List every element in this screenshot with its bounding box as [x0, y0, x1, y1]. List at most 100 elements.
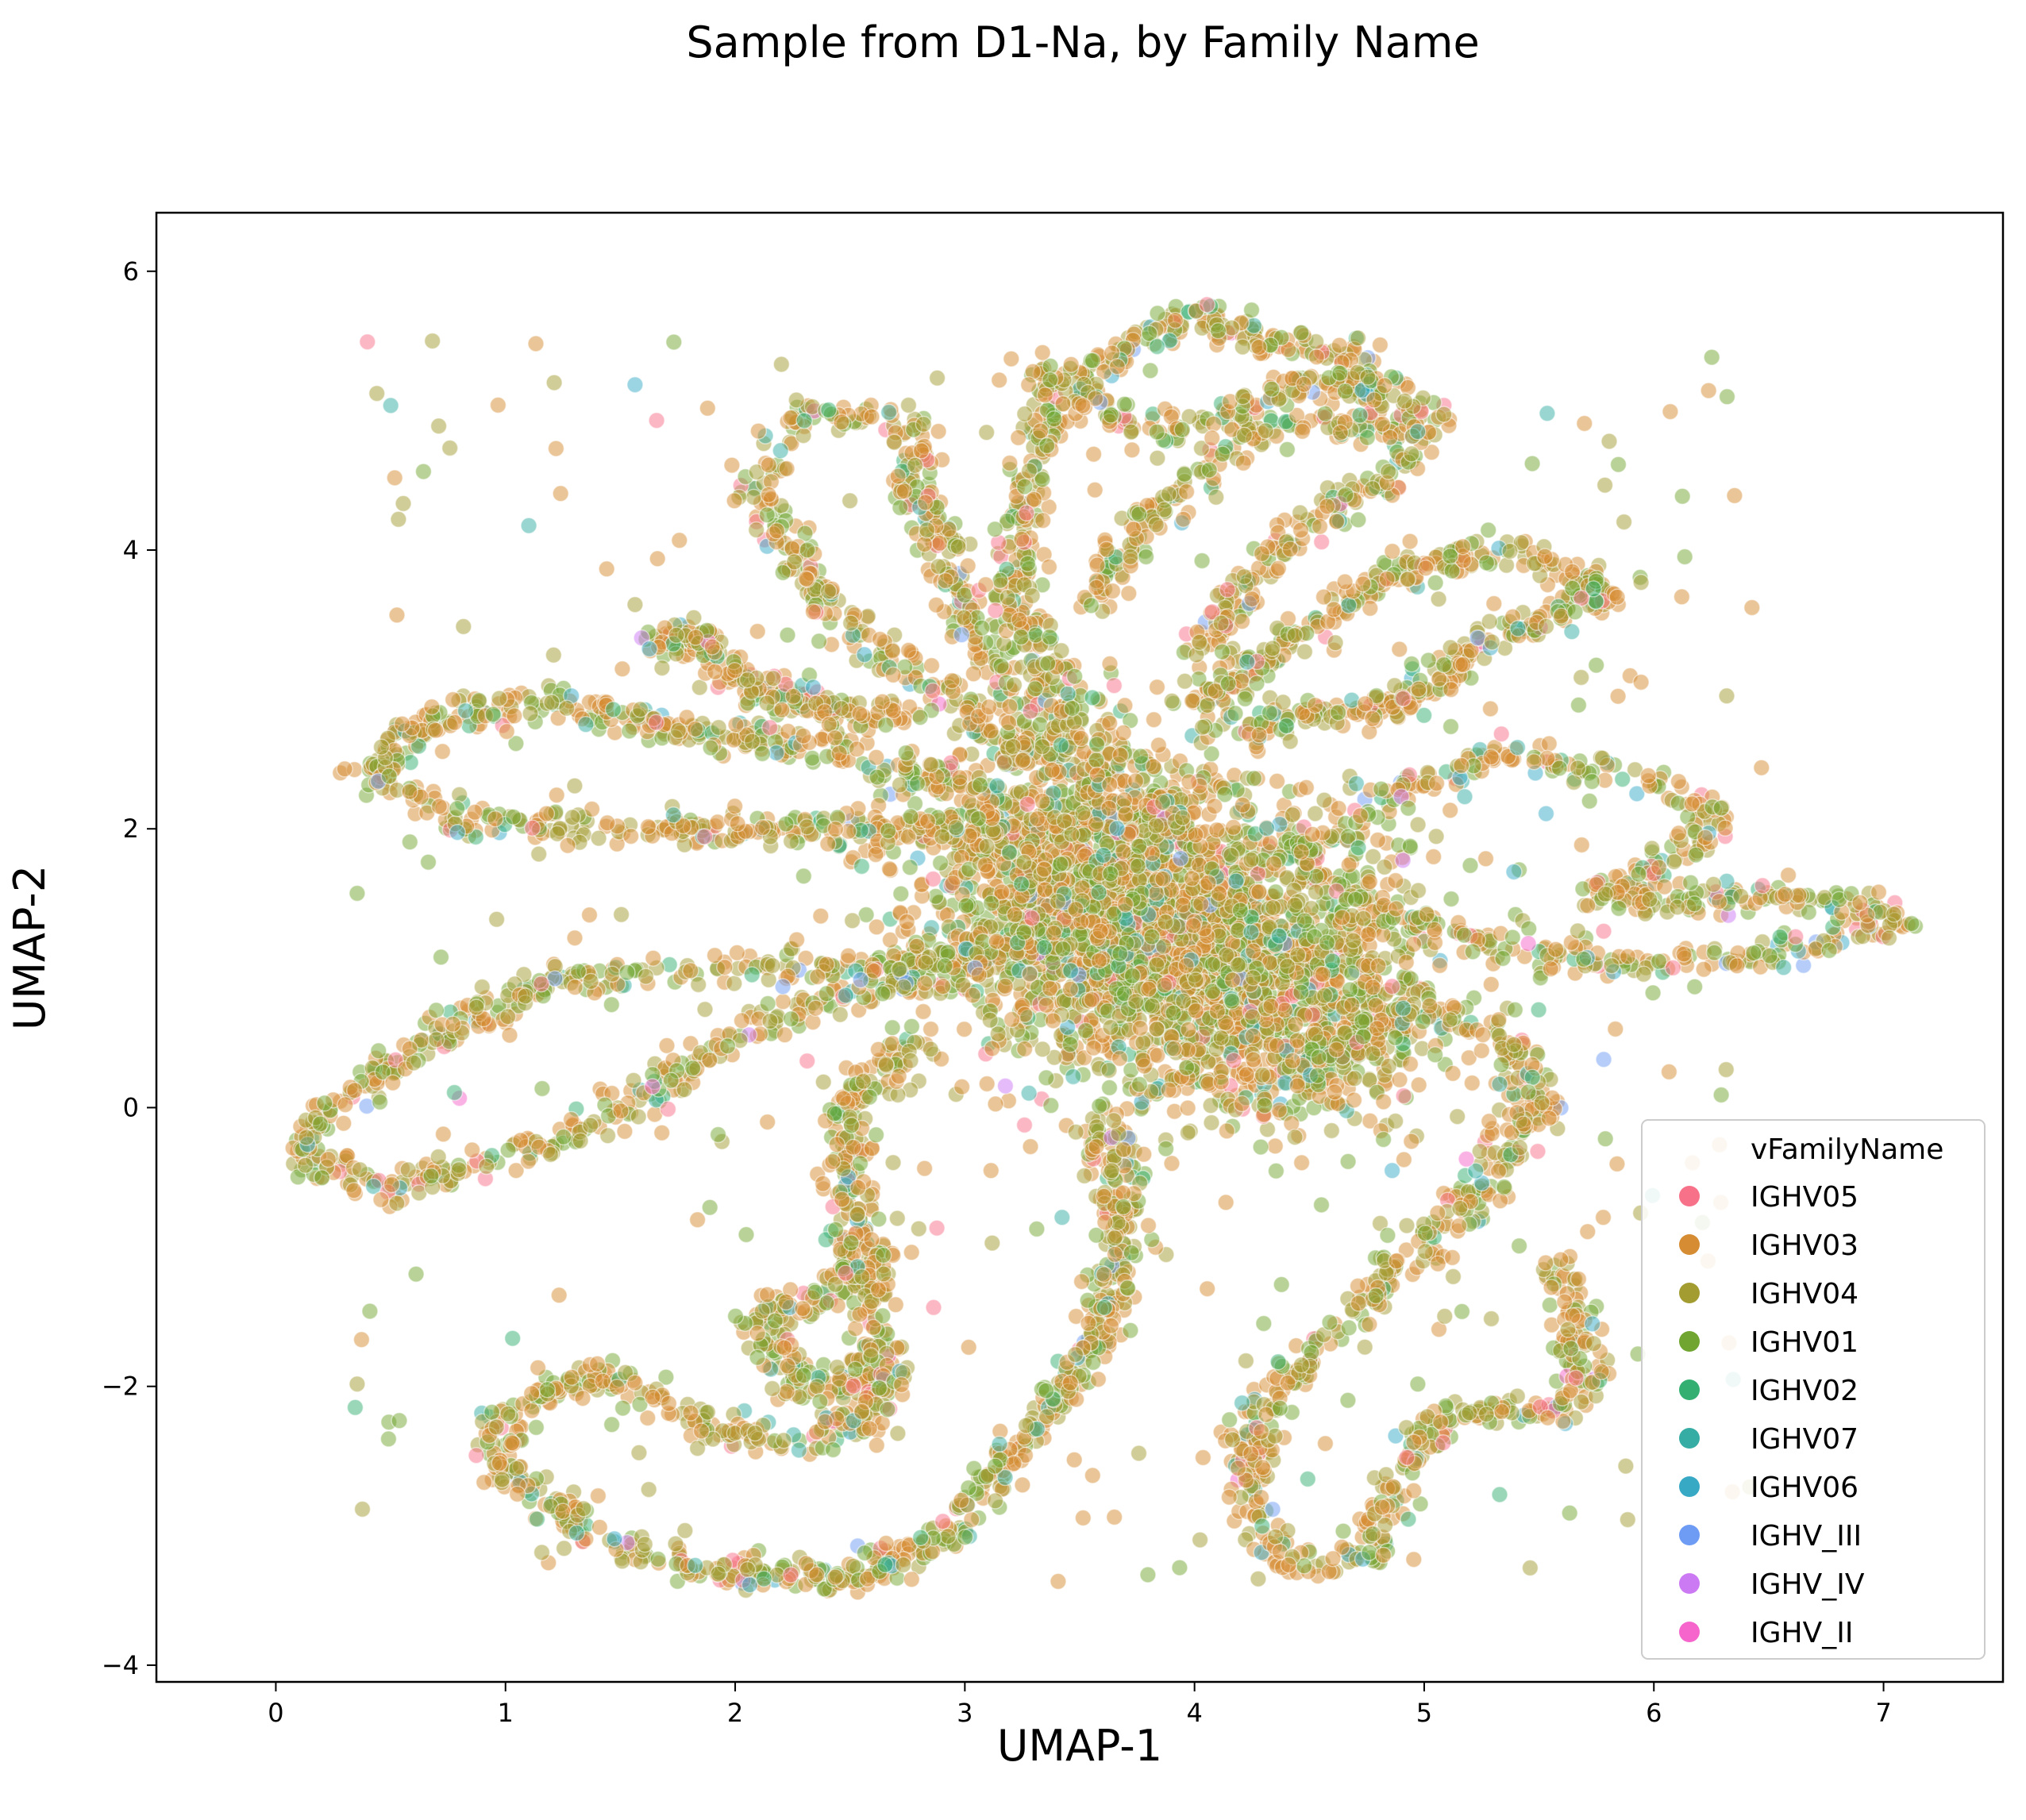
- data-point: [1077, 1022, 1095, 1040]
- data-point: [1530, 1001, 1547, 1019]
- data-point: [1292, 983, 1310, 1001]
- data-point: [1212, 1073, 1230, 1091]
- data-point: [1018, 504, 1035, 522]
- data-point: [1316, 405, 1334, 422]
- data-point: [1340, 856, 1358, 874]
- data-point: [1148, 337, 1166, 356]
- data-point: [1026, 626, 1045, 644]
- data-point: [1115, 843, 1132, 860]
- data-point: [1183, 692, 1201, 710]
- data-point: [1088, 556, 1106, 574]
- data-point: [758, 506, 776, 524]
- data-point: [1234, 454, 1252, 472]
- data-point: [1147, 817, 1165, 835]
- data-point: [1101, 864, 1119, 883]
- data-point: [898, 913, 916, 931]
- data-point: [1108, 358, 1127, 375]
- data-point: [1034, 792, 1051, 810]
- data-point: [1403, 445, 1420, 463]
- data-point: [1350, 511, 1367, 529]
- data-point: [1177, 483, 1196, 501]
- data-point: [1212, 614, 1230, 632]
- data-point: [1341, 981, 1359, 998]
- data-point: [1000, 714, 1018, 732]
- data-point: [1219, 581, 1236, 598]
- data-point: [1205, 415, 1223, 433]
- data-point: [1223, 992, 1241, 1010]
- data-point: [880, 860, 899, 878]
- data-point: [1122, 423, 1140, 441]
- data-point: [982, 895, 1000, 912]
- data-point: [1034, 1041, 1051, 1058]
- data-point: [1331, 337, 1348, 354]
- data-point: [1296, 912, 1313, 929]
- data-point: [1059, 685, 1077, 702]
- data-point: [1256, 1097, 1273, 1114]
- data-point: [1343, 996, 1361, 1014]
- data-point: [1266, 1137, 1285, 1155]
- data-point: [1122, 548, 1139, 566]
- data-point: [996, 1077, 1015, 1095]
- data-point: [884, 1019, 901, 1037]
- data-point: [1326, 1083, 1343, 1101]
- data-point: [1297, 779, 1315, 797]
- data-point: [1177, 1059, 1196, 1076]
- data-point: [1155, 501, 1173, 518]
- data-point: [1042, 1097, 1060, 1114]
- data-point: [1026, 680, 1044, 698]
- data-point: [1435, 406, 1453, 423]
- data-point: [1117, 806, 1134, 823]
- data-point: [1376, 858, 1393, 876]
- data-point: [1477, 850, 1495, 868]
- data-point: [1165, 1040, 1183, 1058]
- data-point: [842, 614, 860, 632]
- data-point: [774, 564, 792, 582]
- data-point: [1312, 533, 1331, 551]
- data-point: [1371, 336, 1389, 354]
- data-point: [916, 494, 934, 511]
- data-point: [1100, 1079, 1119, 1097]
- data-point: [1052, 855, 1069, 873]
- data-point: [1359, 368, 1377, 386]
- data-point: [980, 698, 998, 716]
- data-point: [1308, 348, 1326, 366]
- data-point: [1074, 397, 1092, 414]
- data-point: [1137, 548, 1155, 566]
- data-point: [1242, 923, 1260, 941]
- data-point: [1203, 1114, 1220, 1132]
- data-point: [1229, 956, 1247, 974]
- data-point: [1040, 558, 1058, 576]
- data-point: [1214, 445, 1231, 463]
- data-point: [924, 870, 942, 888]
- data-point: [1038, 437, 1056, 455]
- data-point: [892, 885, 910, 902]
- data-point: [1252, 1138, 1269, 1156]
- data-point: [1323, 1122, 1341, 1140]
- data-point: [1409, 816, 1427, 833]
- data-point: [760, 456, 778, 474]
- data-point: [760, 486, 777, 504]
- data-point: [1267, 1162, 1285, 1180]
- data-point: [1431, 956, 1449, 975]
- data-point: [1306, 805, 1324, 822]
- data-point: [943, 671, 961, 690]
- data-point: [1174, 896, 1192, 914]
- data-point: [1369, 957, 1387, 975]
- data-point: [999, 589, 1016, 606]
- data-point: [1218, 1122, 1236, 1140]
- data-point: [1223, 971, 1242, 989]
- data-point: [1049, 892, 1067, 910]
- data-point: [1154, 870, 1172, 888]
- data-point: [723, 456, 741, 474]
- data-point: [1148, 678, 1166, 696]
- data-point: [1231, 902, 1250, 919]
- data-point: [1264, 898, 1282, 917]
- data-point: [1233, 1095, 1251, 1113]
- data-point: [1373, 415, 1392, 433]
- data-point: [892, 498, 909, 517]
- data-point: [1100, 799, 1118, 818]
- data-point: [1286, 896, 1304, 914]
- data-point: [918, 521, 936, 539]
- data-point: [937, 571, 954, 590]
- data-point: [1223, 846, 1240, 864]
